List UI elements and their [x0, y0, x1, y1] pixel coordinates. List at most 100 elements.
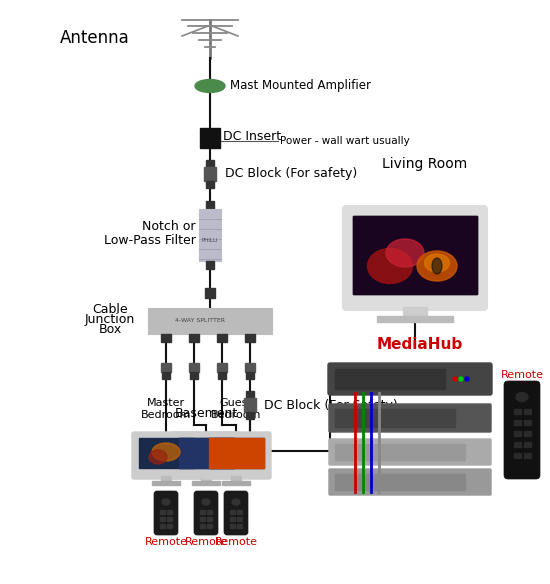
Bar	[139, 438, 194, 468]
Ellipse shape	[417, 251, 457, 281]
Bar	[160, 517, 165, 521]
FancyBboxPatch shape	[194, 491, 218, 535]
FancyBboxPatch shape	[343, 206, 487, 310]
Text: Box: Box	[98, 323, 122, 336]
Bar	[335, 409, 455, 427]
Bar	[152, 481, 180, 485]
Text: MediaHub: MediaHub	[377, 337, 463, 352]
Text: Master
Bedroom: Master Bedroom	[141, 398, 191, 420]
FancyBboxPatch shape	[329, 439, 491, 465]
Bar	[222, 481, 250, 485]
Bar	[514, 409, 520, 414]
Bar	[245, 363, 255, 372]
Bar	[167, 510, 172, 514]
Bar	[524, 442, 531, 447]
Bar	[246, 391, 254, 398]
Text: Antenna: Antenna	[60, 29, 130, 47]
Bar	[237, 517, 242, 521]
Bar	[189, 363, 199, 372]
Bar	[244, 398, 256, 412]
Bar	[353, 216, 477, 294]
Bar	[230, 524, 235, 528]
Bar	[231, 476, 241, 482]
Bar	[161, 363, 171, 372]
Bar	[514, 442, 520, 447]
Ellipse shape	[149, 450, 167, 464]
Bar	[199, 209, 221, 261]
Ellipse shape	[386, 239, 424, 267]
Bar	[192, 481, 220, 485]
FancyBboxPatch shape	[329, 469, 491, 495]
Bar	[206, 201, 214, 209]
Bar	[148, 308, 272, 334]
Text: Remote: Remote	[145, 537, 188, 547]
Bar	[179, 438, 234, 468]
Bar	[161, 334, 171, 342]
Bar	[524, 420, 531, 425]
Circle shape	[459, 377, 463, 381]
Bar	[207, 517, 212, 521]
FancyBboxPatch shape	[202, 432, 271, 479]
Text: Remote: Remote	[214, 537, 257, 547]
Bar	[161, 476, 171, 482]
FancyBboxPatch shape	[504, 381, 540, 479]
FancyBboxPatch shape	[172, 432, 241, 479]
Ellipse shape	[152, 443, 180, 461]
FancyBboxPatch shape	[329, 404, 491, 432]
Text: Guest
Bedroom: Guest Bedroom	[211, 398, 261, 420]
Ellipse shape	[432, 258, 442, 274]
FancyBboxPatch shape	[154, 491, 178, 535]
Bar	[162, 372, 170, 379]
Circle shape	[453, 377, 457, 381]
FancyBboxPatch shape	[328, 363, 492, 395]
Bar	[207, 524, 212, 528]
Ellipse shape	[516, 392, 528, 402]
Text: Power - wall wart usually: Power - wall wart usually	[280, 136, 410, 146]
Bar	[246, 372, 254, 379]
Ellipse shape	[232, 499, 240, 505]
Bar	[160, 524, 165, 528]
Bar	[189, 334, 199, 342]
Bar	[206, 261, 214, 269]
Bar	[377, 316, 453, 322]
Text: Basement: Basement	[174, 407, 238, 420]
Bar	[218, 372, 226, 379]
Ellipse shape	[367, 249, 412, 283]
FancyBboxPatch shape	[132, 432, 201, 479]
Text: Remote: Remote	[184, 537, 228, 547]
Text: Living Room: Living Room	[382, 157, 468, 171]
Bar	[200, 517, 205, 521]
Text: Cable: Cable	[92, 303, 128, 316]
Bar	[353, 216, 477, 294]
Bar	[237, 524, 242, 528]
Bar	[209, 438, 264, 468]
Bar	[201, 476, 211, 482]
Text: 4-WAY SPLITTER: 4-WAY SPLITTER	[175, 318, 225, 324]
Bar	[206, 160, 214, 167]
Text: Mast Mounted Amplifier: Mast Mounted Amplifier	[230, 79, 371, 92]
Bar	[246, 412, 254, 419]
Bar	[514, 453, 520, 458]
Bar	[237, 510, 242, 514]
Ellipse shape	[202, 499, 210, 505]
Text: Low-Pass Filter: Low-Pass Filter	[104, 235, 196, 248]
Bar	[190, 372, 198, 379]
Bar	[524, 431, 531, 436]
Circle shape	[465, 377, 469, 381]
Text: DC Block (For safety): DC Block (For safety)	[225, 168, 358, 180]
Bar	[217, 363, 227, 372]
Bar	[200, 510, 205, 514]
Bar	[206, 181, 214, 188]
Text: Notch or: Notch or	[142, 221, 196, 234]
Ellipse shape	[162, 499, 170, 505]
Bar	[230, 517, 235, 521]
Bar	[335, 444, 465, 460]
Bar	[245, 334, 255, 342]
FancyBboxPatch shape	[224, 491, 248, 535]
Bar	[514, 431, 520, 436]
Bar	[179, 438, 234, 468]
Bar	[335, 474, 465, 490]
Bar	[167, 524, 172, 528]
Text: DC Insert: DC Insert	[223, 130, 281, 143]
Bar	[524, 453, 531, 458]
